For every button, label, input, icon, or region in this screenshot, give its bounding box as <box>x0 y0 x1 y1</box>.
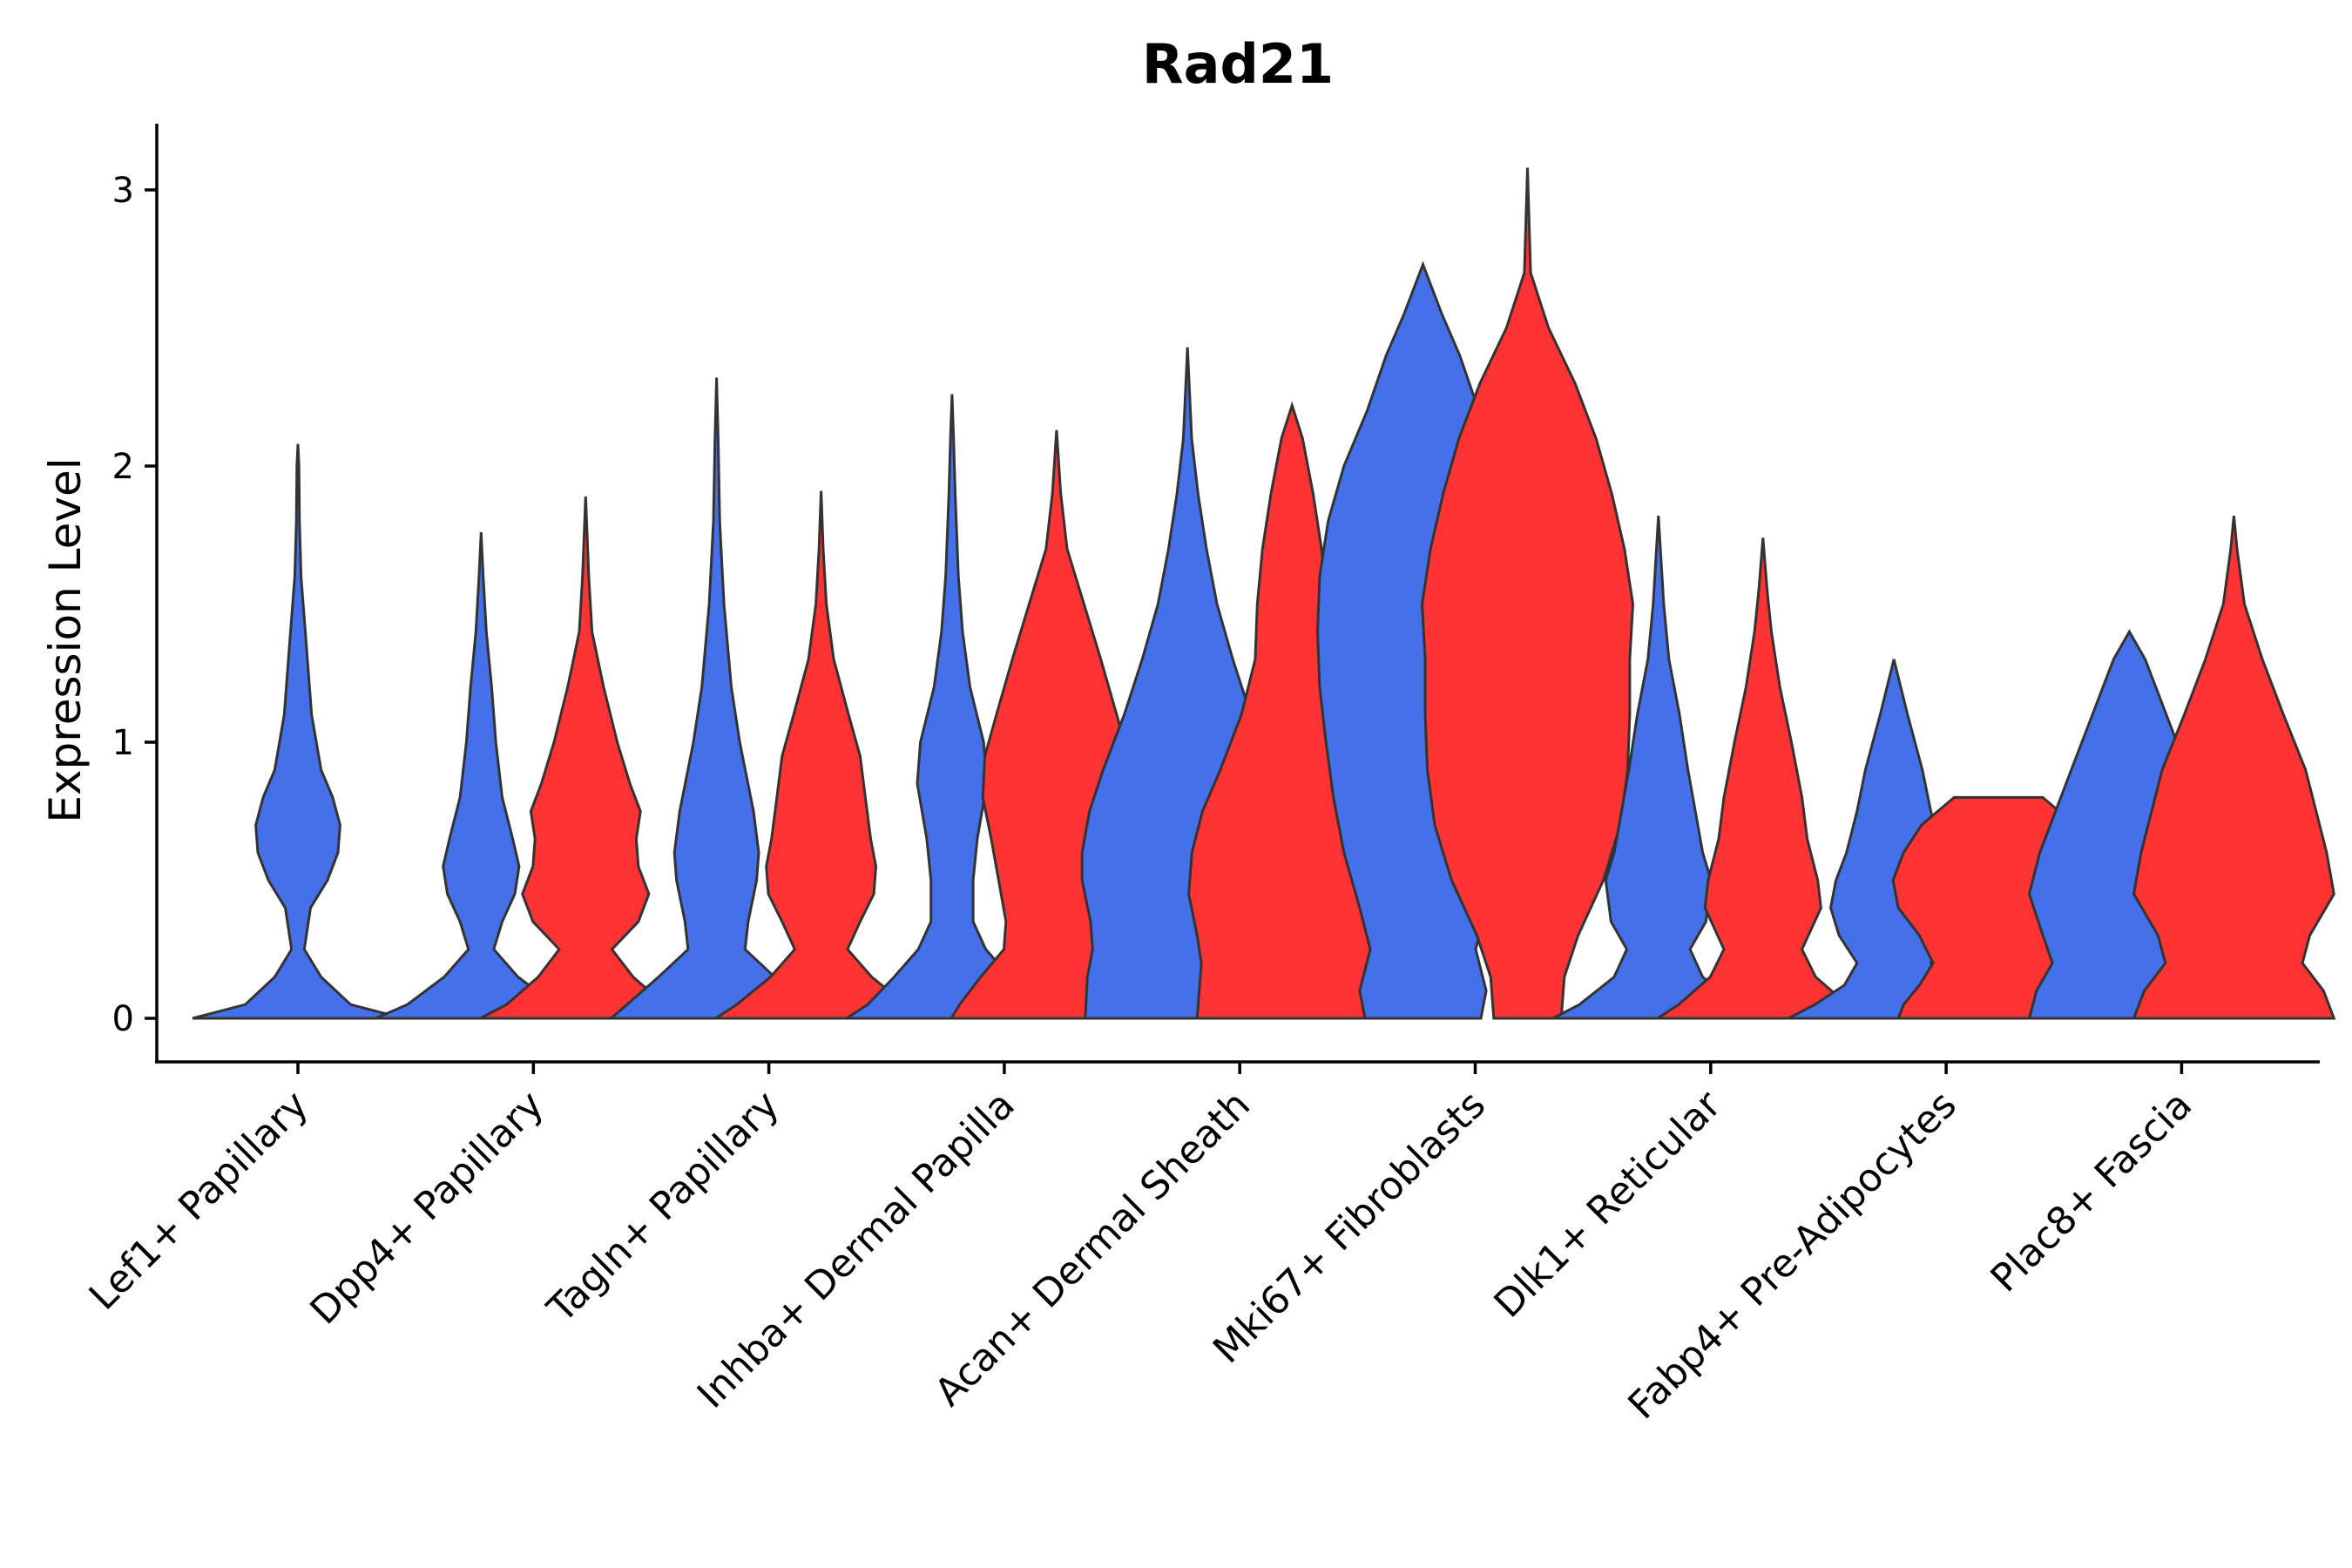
violin-3-group1 <box>841 394 1062 1020</box>
x-tick-label-6: Dlk1+ Reticular <box>1486 1082 1731 1327</box>
chart-title: Rad21 <box>1142 32 1334 96</box>
y-ticks: 0 1 2 3 <box>112 171 157 1039</box>
violin-5-group2 <box>1420 167 1635 1020</box>
x-tick-label-0: Lef1+ Papillary <box>81 1083 317 1319</box>
violin-2-group2 <box>711 490 931 1020</box>
y-tick-label-2: 2 <box>112 447 134 487</box>
violin-1-group1 <box>375 532 587 1020</box>
y-tick-label-0: 0 <box>112 999 134 1039</box>
violin-1-group2 <box>479 496 692 1020</box>
y-axis-label: Expression Level <box>40 457 91 822</box>
violin-8-group2 <box>2132 515 2336 1020</box>
x-tick-label-8: Plac8+ Fascia <box>1983 1083 2201 1301</box>
y-tick-label-3: 3 <box>112 171 134 211</box>
violin-2-group1 <box>607 377 826 1020</box>
y-tick-label-1: 1 <box>112 723 134 763</box>
violin-0-group1 <box>192 443 404 1020</box>
x-tick-label-1: Dpp4+ Papillary <box>301 1083 552 1334</box>
x-tick-label-5: Mki67+ Fibroblasts <box>1205 1083 1494 1372</box>
violin-layer <box>192 167 2336 1020</box>
x-tick-label-2: Tagln+ Papillary <box>538 1083 787 1332</box>
violin-6-group2 <box>1652 537 1873 1020</box>
